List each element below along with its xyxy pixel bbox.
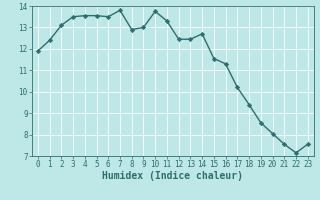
X-axis label: Humidex (Indice chaleur): Humidex (Indice chaleur): [102, 171, 243, 181]
